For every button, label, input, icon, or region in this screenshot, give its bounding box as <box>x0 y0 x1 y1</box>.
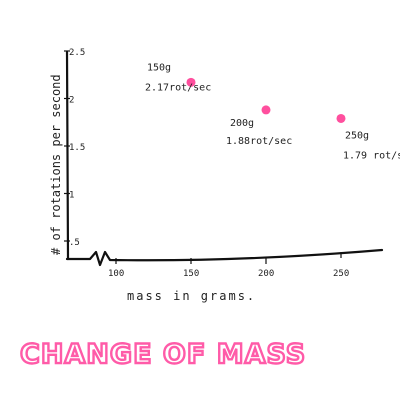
y-tick-label: .5 <box>69 238 80 248</box>
y-tick-label: 2 <box>69 96 74 106</box>
data-point <box>186 77 196 87</box>
point-mass-label: 150g <box>147 62 171 73</box>
x-tick-label: 150 <box>183 269 199 279</box>
x-tick-label: 250 <box>333 269 349 279</box>
chart-title: CHANGE OF MASS <box>20 339 306 370</box>
y-tick-label: 1 <box>69 191 74 201</box>
point-rate-label: 1.88rot/sec <box>226 136 292 147</box>
x-axis-title: mass in grams. <box>127 289 256 303</box>
x-axis-line <box>65 248 384 267</box>
point-mass-label: 200g <box>230 118 254 129</box>
data-point <box>336 113 346 123</box>
y-axis-title: # of rotations per second <box>49 74 63 255</box>
y-tick-label: 1.5 <box>69 143 85 153</box>
x-tick-label: 200 <box>258 269 274 279</box>
point-mass-label: 250g <box>345 130 369 141</box>
x-tick-label: 100 <box>108 269 124 279</box>
y-tick-label: 2.5 <box>69 48 85 58</box>
data-point <box>261 105 271 115</box>
point-rate-label: 1.79 rot/sec <box>343 150 400 161</box>
chart-axes <box>65 50 384 267</box>
chart-ticks: .511.522.5100150200250300 <box>64 48 349 279</box>
point-rate-label: 2.17rot/sec <box>145 82 211 93</box>
data-points <box>186 77 346 123</box>
y-axis-line <box>65 50 70 261</box>
point-labels: 150g 2.17rot/sec 200g 1.88rot/sec 250g 1.79 r… <box>145 62 400 161</box>
